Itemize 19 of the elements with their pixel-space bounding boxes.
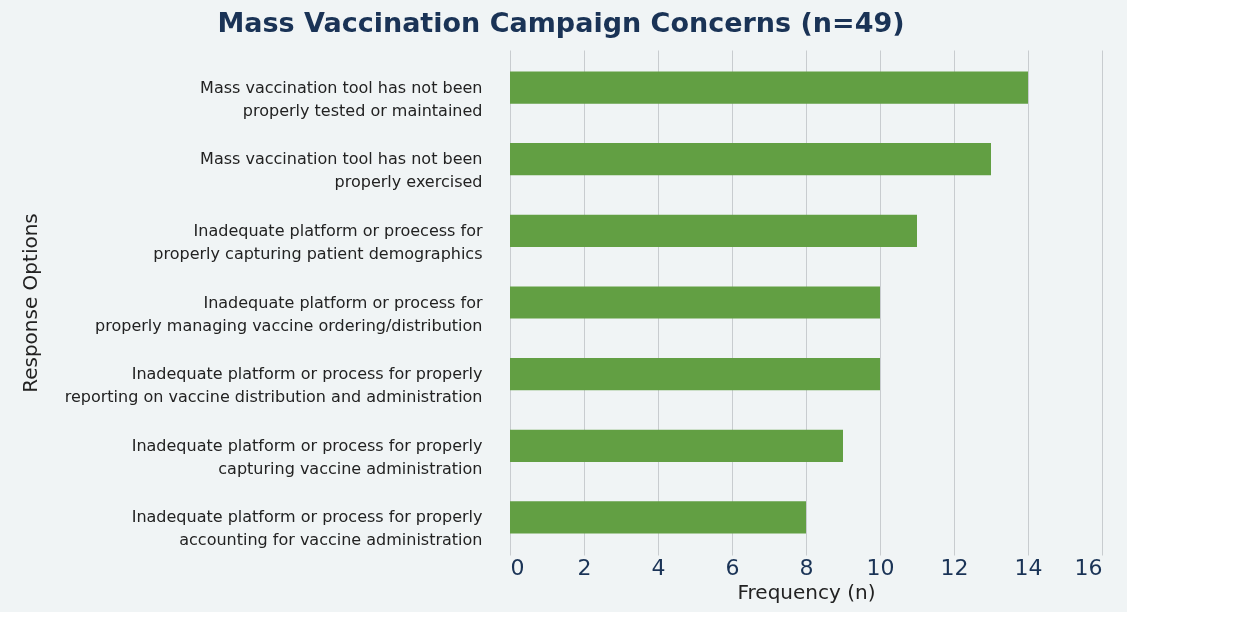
x-tick-label: 12 bbox=[940, 554, 969, 580]
y-tick-label: Inadequate platform or process for properly capturing vaccine administration bbox=[131, 435, 483, 478]
x-tick-label: 0 bbox=[510, 554, 525, 580]
x-tick-label: 2 bbox=[577, 554, 592, 580]
chart-title: Mass Vaccination Campaign Concerns (n=49) bbox=[217, 7, 905, 38]
x-tick-label: 14 bbox=[1014, 554, 1043, 580]
y-tick-label: Inadequate platform or process for properly accounting for vaccine administration bbox=[131, 507, 483, 550]
y-tick-label: Inadequate platform or proecess for properly capturing patient demographics bbox=[153, 220, 483, 263]
y-tick-label: Inadequate platform or process for properly reporting on vaccine distribution and administration bbox=[64, 364, 483, 407]
x-tick-label: 4 bbox=[651, 554, 666, 580]
x-tick-label: 8 bbox=[799, 554, 814, 580]
y-axis-title: Response Options bbox=[17, 213, 42, 393]
x-tick-label: 10 bbox=[866, 554, 895, 580]
y-tick-label: Mass vaccination tool has not been properly tested or maintained bbox=[200, 77, 483, 120]
x-tick-label: 16 bbox=[1074, 554, 1103, 580]
y-tick-label: Mass vaccination tool has not been properly exercised bbox=[200, 149, 483, 192]
x-tick-label: 6 bbox=[725, 554, 740, 580]
y-tick-label: Inadequate platform or process for properly managing vaccine ordering/distribution bbox=[95, 292, 483, 335]
x-axis-title: Frequency (n) bbox=[737, 579, 876, 604]
